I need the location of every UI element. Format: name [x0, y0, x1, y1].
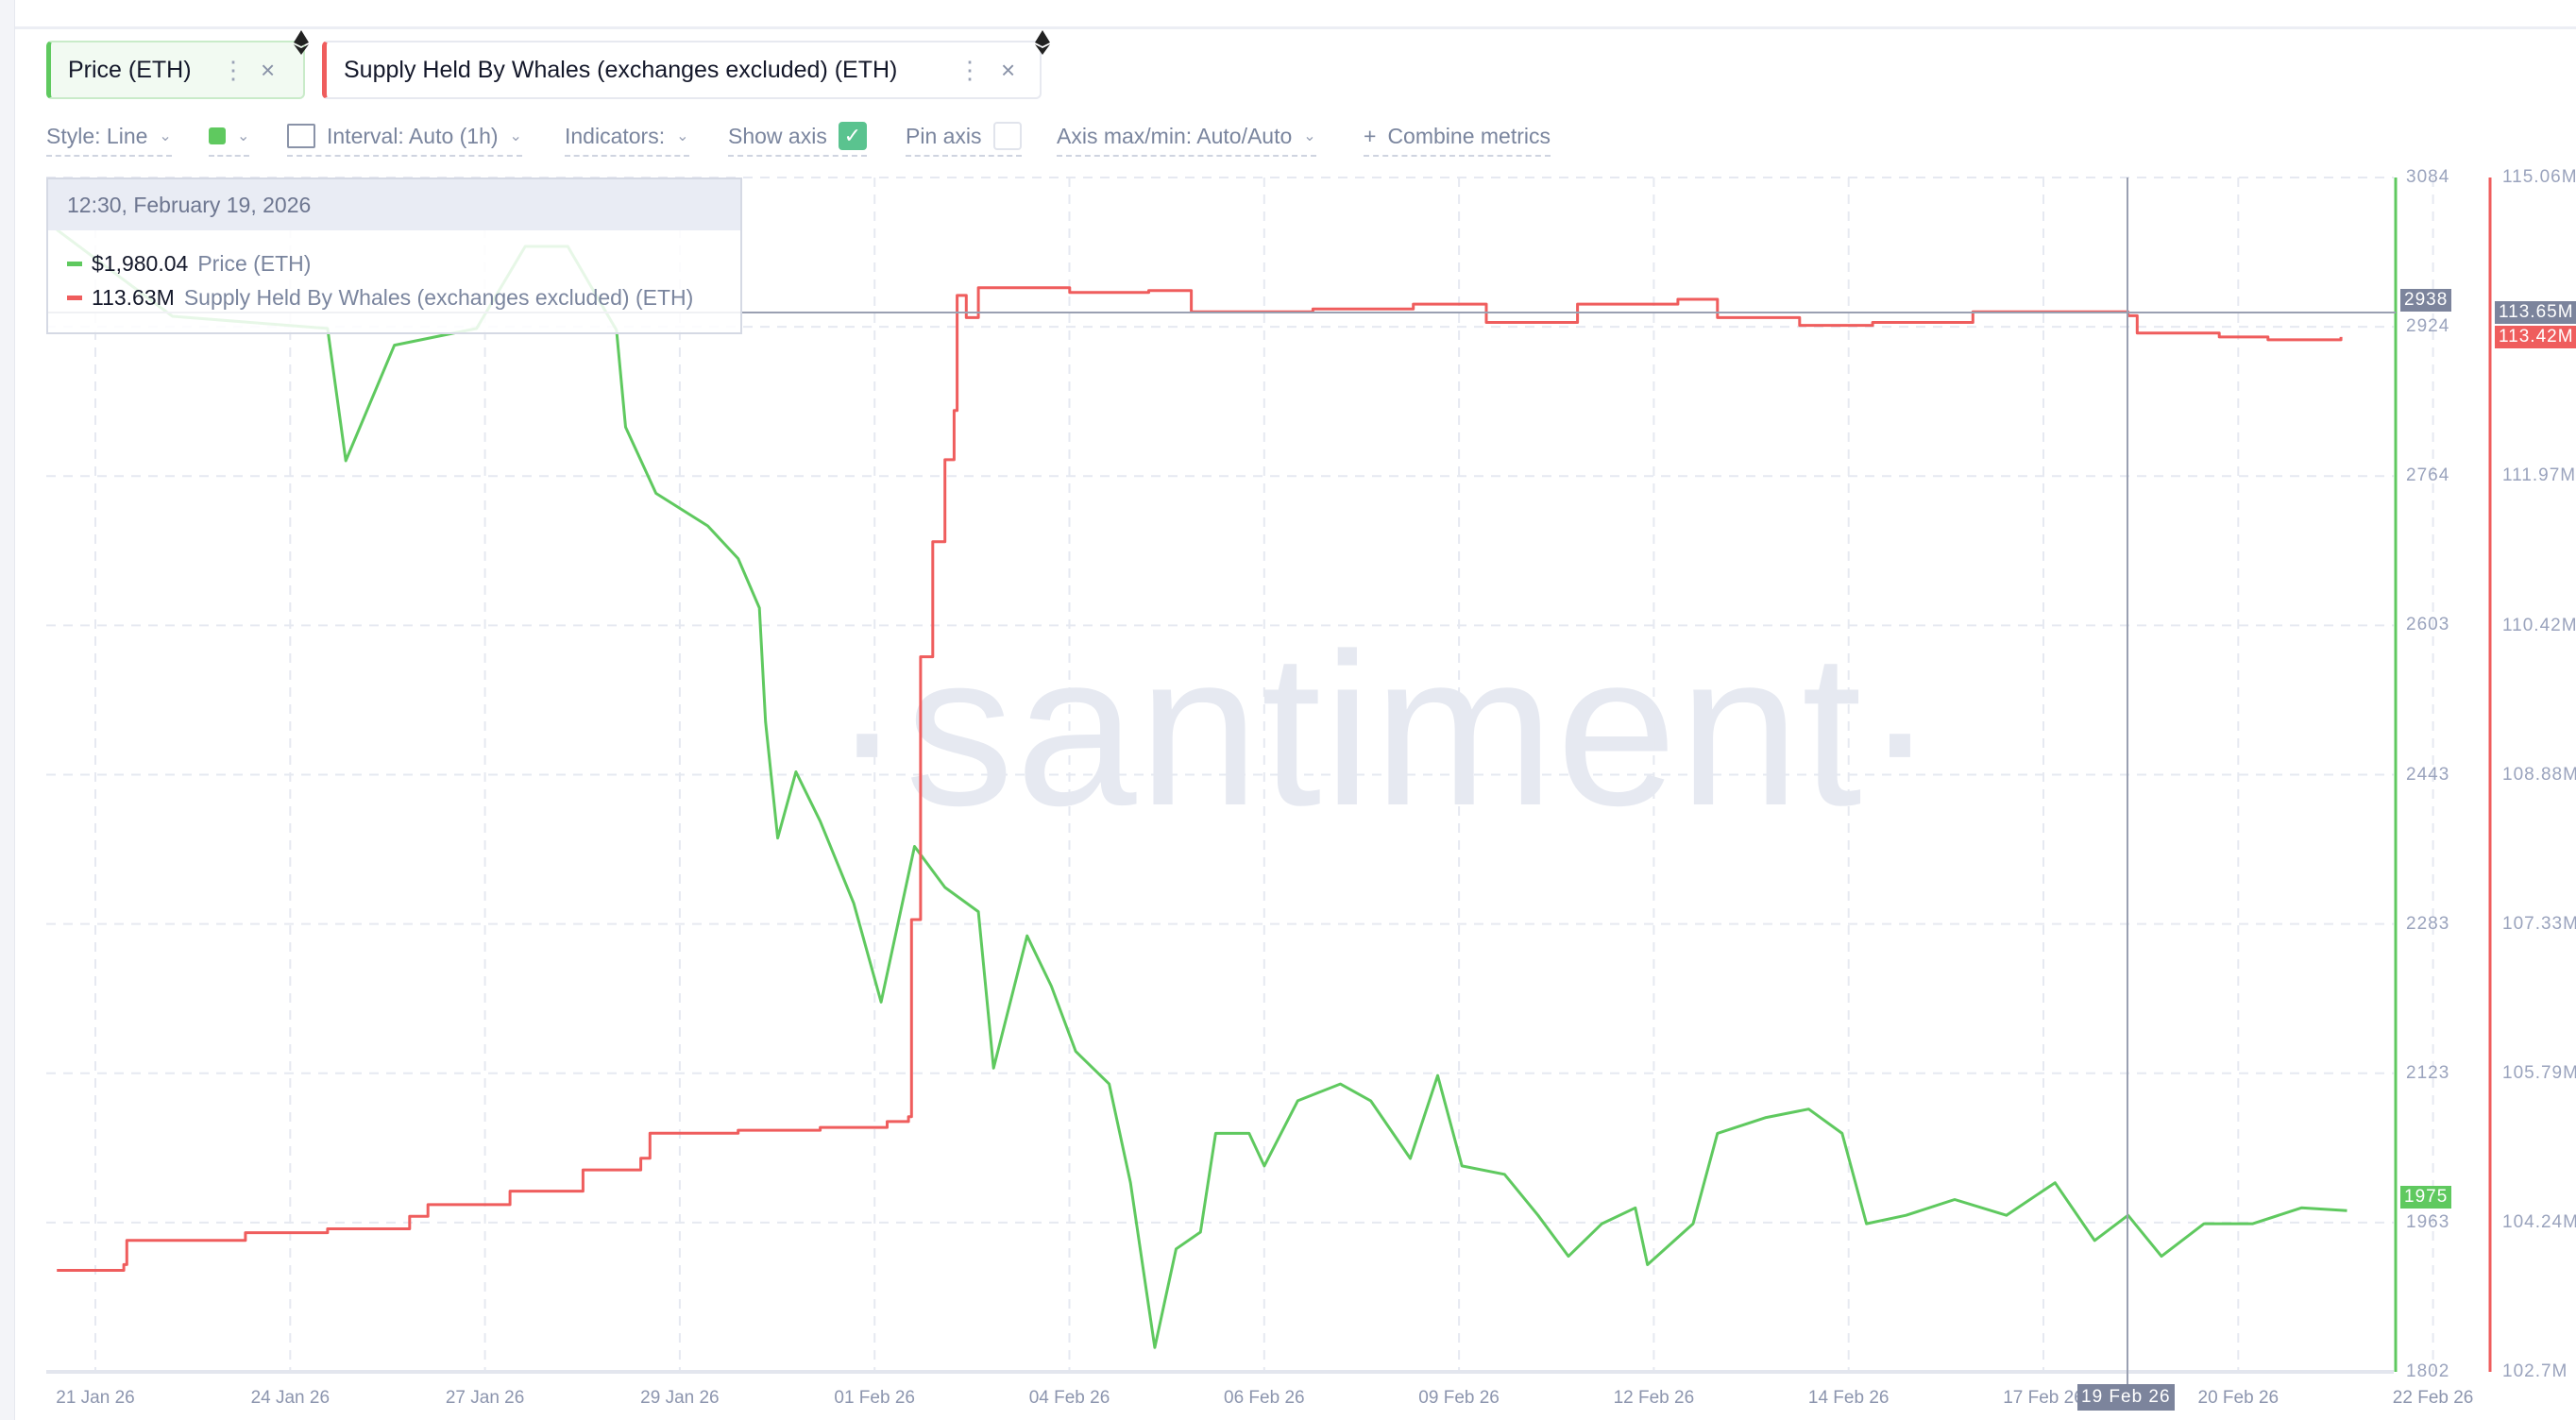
indicators-dropdown[interactable]: Indicators: ⌄ [565, 117, 689, 157]
legend-swatch [67, 262, 82, 266]
x-axis-tick: 09 Feb 26 [1418, 1388, 1500, 1408]
tooltip-row-price: $1,980.04 Price (ETH) [67, 251, 311, 277]
pin-axis-label: Pin axis [906, 123, 982, 148]
x-axis-tick: 12 Feb 26 [1613, 1388, 1695, 1408]
chevron-down-icon: ⌄ [159, 128, 172, 144]
supply-axis-tick: 102.7M [2502, 1361, 2568, 1381]
tooltip-label: Supply Held By Whales (exchanges exclude… [183, 285, 694, 310]
price-axis-tick: 2764 [2406, 465, 2450, 486]
supply-series-line [57, 286, 2343, 1272]
combine-metrics-button[interactable]: + Combine metrics [1364, 117, 1551, 157]
axis-maxmin-dropdown[interactable]: Axis max/min: Auto/Auto ⌄ [1057, 117, 1316, 157]
interval-dropdown[interactable]: Interval: Auto (1h) ⌄ [287, 117, 522, 157]
axis-maxmin-label: Axis max/min: Auto/Auto [1057, 123, 1293, 148]
show-axis-label: Show axis [728, 123, 827, 148]
interval-label: Interval: Auto (1h) [327, 123, 499, 148]
santiment-watermark: ·santiment· [831, 608, 1939, 851]
x-axis-tick: 14 Feb 26 [1807, 1388, 1890, 1408]
combine-metrics-label: Combine metrics [1387, 123, 1551, 148]
price-axis-tick: 2443 [2406, 764, 2450, 785]
x-axis-tick: 29 Jan 26 [640, 1388, 720, 1408]
x-axis-tick: 24 Jan 26 [250, 1388, 330, 1408]
tooltip-label: Price (ETH) [197, 251, 312, 276]
crosshair-supply-label: 113.65M [2495, 301, 2576, 324]
supply-axis-tick: 110.42M [2502, 615, 2576, 635]
chart-tooltip: 12:30, February 19, 2026 $1,980.04 Price … [46, 178, 742, 334]
calendar-icon [287, 124, 315, 148]
color-picker[interactable]: ⌄ [209, 117, 250, 157]
price-series-line [56, 228, 2347, 1349]
x-axis-tick: 27 Jan 26 [445, 1388, 525, 1408]
price-axis-tick: 1802 [2406, 1361, 2450, 1381]
price-axis-tick: 2123 [2406, 1062, 2450, 1083]
x-axis-tick: 22 Feb 26 [2392, 1388, 2474, 1408]
color-swatch [209, 127, 226, 144]
last-supply-label: 113.42M [2495, 326, 2576, 348]
close-icon[interactable]: × [1001, 55, 1016, 84]
supply-axis-tick: 108.88M [2502, 764, 2576, 785]
price-axis-tick: 2603 [2406, 615, 2450, 635]
tooltip-row-supply: 113.63M Supply Held By Whales (exchanges … [67, 285, 693, 311]
chevron-down-icon: ⌄ [237, 128, 250, 144]
supply-axis-tick: 105.79M [2502, 1062, 2576, 1083]
supply-axis-tick: 115.06M [2502, 167, 2576, 187]
last-price-label: 1975 [2400, 1186, 2452, 1209]
price-axis-tick: 3084 [2406, 167, 2450, 187]
supply-axis-tick: 107.33M [2502, 914, 2576, 935]
checkbox-checked-icon[interactable]: ✓ [838, 122, 867, 150]
style-label: Style: Line [46, 123, 148, 148]
chevron-down-icon: ⌄ [1303, 128, 1316, 144]
supply-axis-tick: 111.97M [2502, 465, 2576, 486]
metric-tab-label: Price (ETH) [68, 56, 192, 83]
ethereum-icon [294, 30, 309, 55]
more-options-icon[interactable]: ⋮ [221, 55, 246, 84]
close-icon[interactable]: × [261, 55, 276, 84]
left-sidebar-edge [0, 0, 15, 1420]
x-axis-tick: 21 Jan 26 [56, 1388, 135, 1408]
pin-axis-toggle[interactable]: Pin axis [906, 117, 1022, 157]
x-axis-tick: 20 Feb 26 [2197, 1388, 2279, 1408]
crosshair-date-label: 19 Feb 26 [2077, 1384, 2175, 1411]
more-options-icon[interactable]: ⋮ [958, 55, 982, 84]
supply-axis-tick: 104.24M [2502, 1212, 2576, 1233]
chevron-down-icon: ⌄ [676, 128, 689, 144]
ethereum-icon [1035, 30, 1050, 55]
x-axis-tick: 04 Feb 26 [1028, 1388, 1110, 1408]
show-axis-toggle[interactable]: Show axis ✓ [728, 117, 867, 157]
top-bar [15, 0, 2576, 29]
chevron-down-icon: ⌄ [509, 128, 522, 144]
metric-tab-supply[interactable]: Supply Held By Whales (exchanges exclude… [322, 41, 1042, 99]
metric-tab-price[interactable]: Price (ETH) ⋮ × [46, 41, 305, 99]
price-axis-tick: 2924 [2406, 316, 2450, 337]
checkbox-unchecked-icon[interactable] [992, 122, 1022, 150]
crosshair-price-label: 2938 [2400, 289, 2452, 312]
tooltip-value: 113.63M [92, 285, 175, 310]
x-axis-tick: 01 Feb 26 [834, 1388, 915, 1408]
price-axis-tick: 2283 [2406, 913, 2450, 934]
price-axis-tick: 1963 [2406, 1211, 2450, 1232]
x-axis-tick: 06 Feb 26 [1224, 1388, 1305, 1408]
x-axis-tick: 17 Feb 26 [2003, 1388, 2084, 1408]
style-dropdown[interactable]: Style: Line ⌄ [46, 117, 172, 157]
metric-tab-label: Supply Held By Whales (exchanges exclude… [344, 56, 898, 83]
indicators-label: Indicators: [565, 123, 666, 148]
tooltip-value: $1,980.04 [92, 251, 189, 276]
legend-swatch [67, 296, 82, 300]
plus-icon: + [1364, 123, 1377, 148]
tooltip-datetime: 12:30, February 19, 2026 [48, 179, 740, 230]
